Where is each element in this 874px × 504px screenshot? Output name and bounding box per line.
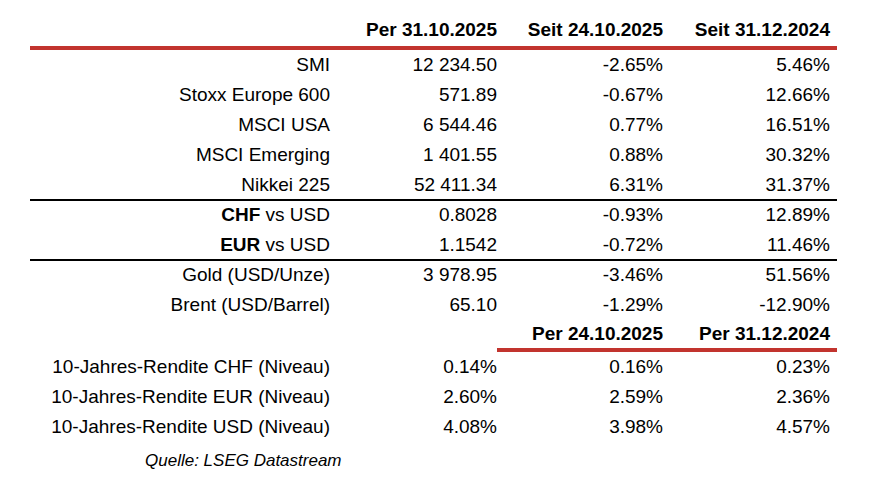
row-label-text: Stoxx Europe 600 (179, 84, 330, 105)
header-per-31-12-2024: Per 31.12.2024 (663, 320, 837, 348)
row-value-ytd: 16.51% (663, 110, 837, 140)
row-value-since-week: -0.93% (497, 200, 663, 230)
header-seit-24-10-2025: Seit 24.10.2025 (497, 14, 663, 46)
table-row-yield-usd: 10-Jahres-Rendite USD (Niveau) 4.08% 3.9… (30, 412, 837, 442)
row-value-current: 4.08% (330, 412, 497, 442)
row-value-current: 2.60% (330, 382, 497, 412)
table-row-chf-usd: CHF vs USD 0.8028 -0.93% 12.89% (30, 200, 837, 230)
row-value-level: 6 544.46 (330, 110, 497, 140)
row-value-since-week: 0.88% (497, 140, 663, 170)
market-header-row: Per 31.10.2025 Seit 24.10.2025 Seit 31.1… (30, 14, 837, 46)
row-value-ytd: 12.66% (663, 80, 837, 110)
row-value-ytd: 12.89% (663, 200, 837, 230)
row-label: Nikkei 225 (30, 170, 330, 200)
row-value-level: 3 978.95 (330, 260, 497, 290)
row-label-text: SMI (296, 54, 330, 75)
row-value-per-31-12: 4.57% (663, 412, 837, 442)
row-label-text: Brent (USD/Barrel) (171, 294, 330, 315)
row-label: EUR vs USD (30, 230, 330, 260)
row-label: 10-Jahres-Rendite USD (Niveau) (30, 412, 330, 442)
row-label: 10-Jahres-Rendite CHF (Niveau) (30, 352, 330, 382)
row-value-ytd: -12.90% (663, 290, 837, 320)
row-value-per-24-10: 3.98% (497, 412, 663, 442)
row-label: CHF vs USD (30, 200, 330, 230)
row-label: SMI (30, 50, 330, 80)
table-row-yield-chf: 10-Jahres-Rendite CHF (Niveau) 0.14% 0.1… (30, 352, 837, 382)
row-label-bold: CHF (221, 204, 260, 225)
source-attribution: Quelle: LSEG Datastream (30, 449, 837, 473)
row-value-ytd: 11.46% (663, 230, 837, 260)
row-value-level: 0.8028 (330, 200, 497, 230)
table-row-eur-usd: EUR vs USD 1.1542 -0.72% 11.46% (30, 230, 837, 260)
table-row-yield-eur: 10-Jahres-Rendite EUR (Niveau) 2.60% 2.5… (30, 382, 837, 412)
header-per-24-10-2025: Per 24.10.2025 (497, 320, 663, 348)
row-value-per-31-12: 0.23% (663, 352, 837, 382)
row-label-text: vs USD (260, 234, 330, 255)
row-label: Brent (USD/Barrel) (30, 290, 330, 320)
yield-header-row: Per 24.10.2025 Per 31.12.2024 (30, 320, 837, 348)
row-label: 10-Jahres-Rendite EUR (Niveau) (30, 382, 330, 412)
row-value-since-week: -0.72% (497, 230, 663, 260)
row-label-text: MSCI Emerging (196, 144, 330, 165)
row-label-text: Gold (USD/Unze) (182, 264, 330, 285)
row-label-text: MSCI USA (238, 114, 330, 135)
table-row-gold: Gold (USD/Unze) 3 978.95 -3.46% 51.56% (30, 260, 837, 290)
row-value-per-24-10: 2.59% (497, 382, 663, 412)
row-value-per-24-10: 0.16% (497, 352, 663, 382)
table-row-smi: SMI 12 234.50 -2.65% 5.46% (30, 50, 837, 80)
row-label: Gold (USD/Unze) (30, 260, 330, 290)
row-label-text: Nikkei 225 (241, 174, 330, 195)
row-value-since-week: -0.67% (497, 80, 663, 110)
row-value-ytd: 5.46% (663, 50, 837, 80)
table-row-stoxx: Stoxx Europe 600 571.89 -0.67% 12.66% (30, 80, 837, 110)
row-label-bold: EUR (220, 234, 260, 255)
row-value-current: 0.14% (330, 352, 497, 382)
row-value-level: 1.1542 (330, 230, 497, 260)
row-value-per-31-12: 2.36% (663, 382, 837, 412)
yield-section: Per 24.10.2025 Per 31.12.2024 10-Jahres-… (30, 320, 837, 442)
row-value-level: 1 401.55 (330, 140, 497, 170)
row-value-level: 52 411.34 (330, 170, 497, 200)
header-seit-31-12-2024: Seit 31.12.2024 (663, 14, 837, 46)
table-row-msci-usa: MSCI USA 6 544.46 0.77% 16.51% (30, 110, 837, 140)
row-value-since-week: -1.29% (497, 290, 663, 320)
row-value-since-week: 0.77% (497, 110, 663, 140)
row-value-level: 65.10 (330, 290, 497, 320)
row-value-level: 571.89 (330, 80, 497, 110)
header-per-31-10-2025: Per 31.10.2025 (330, 14, 497, 46)
row-label-text: vs USD (260, 204, 330, 225)
row-value-ytd: 51.56% (663, 260, 837, 290)
table-row-msci-emerging: MSCI Emerging 1 401.55 0.88% 30.32% (30, 140, 837, 170)
table-row-brent: Brent (USD/Barrel) 65.10 -1.29% -12.90% (30, 290, 837, 320)
row-value-since-week: -3.46% (497, 260, 663, 290)
row-label: Stoxx Europe 600 (30, 80, 330, 110)
row-label: MSCI USA (30, 110, 330, 140)
market-data-table: Per 31.10.2025 Seit 24.10.2025 Seit 31.1… (30, 14, 837, 473)
row-value-ytd: 31.37% (663, 170, 837, 200)
row-value-since-week: -2.65% (497, 50, 663, 80)
row-value-level: 12 234.50 (330, 50, 497, 80)
row-value-since-week: 6.31% (497, 170, 663, 200)
market-section: Per 31.10.2025 Seit 24.10.2025 Seit 31.1… (30, 14, 837, 320)
row-label: MSCI Emerging (30, 140, 330, 170)
row-value-ytd: 30.32% (663, 140, 837, 170)
table-row-nikkei: Nikkei 225 52 411.34 6.31% 31.37% (30, 170, 837, 200)
